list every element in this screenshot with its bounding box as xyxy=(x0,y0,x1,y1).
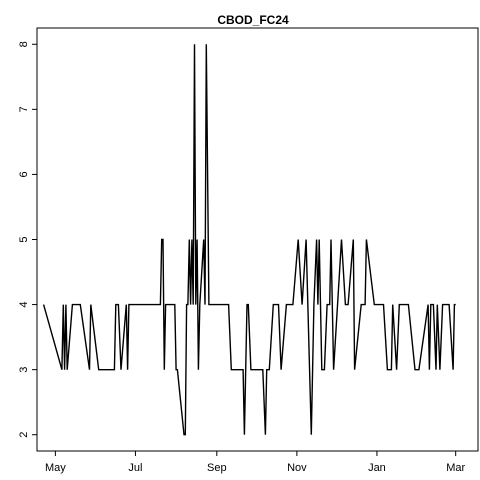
x-tick-label: Jul xyxy=(128,462,142,474)
x-tick-label: Sep xyxy=(207,462,227,474)
y-tick-label: 2 xyxy=(18,432,30,438)
y-tick-label: 4 xyxy=(18,302,30,308)
x-tick-label: May xyxy=(45,462,66,474)
y-tick-label: 7 xyxy=(18,106,30,112)
x-tick-label: Mar xyxy=(446,462,465,474)
y-tick-label: 3 xyxy=(18,367,30,373)
y-tick-label: 5 xyxy=(18,236,30,242)
y-axis: 2 3 4 5 6 7 8 xyxy=(18,41,37,438)
y-tick-label: 6 xyxy=(18,171,30,177)
x-tick-label: Nov xyxy=(287,462,307,474)
y-tick-label: 8 xyxy=(18,41,30,47)
x-axis: May Jul Sep Nov Jan Mar xyxy=(45,451,465,474)
chart-title: CBOD_FC24 xyxy=(217,13,289,27)
x-tick-label: Jan xyxy=(368,462,386,474)
series-line xyxy=(42,44,456,436)
plot-area xyxy=(36,27,479,452)
